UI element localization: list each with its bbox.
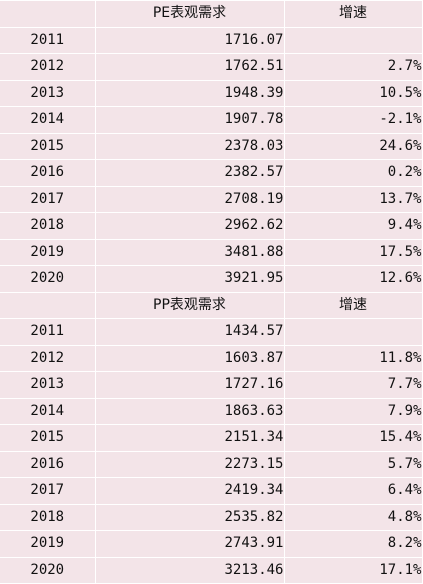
year-cell[interactable]: 2015 xyxy=(0,424,96,452)
demand-cell[interactable]: 2708.19 xyxy=(95,186,285,213)
year-cell[interactable]: 2020 xyxy=(0,557,96,584)
growth-cell[interactable]: 7.9% xyxy=(284,398,423,425)
growth-cell[interactable]: 2.7% xyxy=(284,53,423,81)
demand-cell[interactable]: 2962.62 xyxy=(95,212,285,240)
demand-cell[interactable]: 1863.63 xyxy=(95,398,285,425)
table-row: 2011 1716.07 xyxy=(0,27,423,54)
growth-cell[interactable]: 17.1% xyxy=(284,557,423,584)
header-year-cell[interactable] xyxy=(0,292,96,319)
pp-header-row: PP表观需求 增速 xyxy=(0,292,423,319)
table-row: 2018 2962.62 9.4% xyxy=(0,212,423,240)
table-row: 2020 3213.46 17.1% xyxy=(0,557,423,584)
table-row: 2016 2382.57 0.2% xyxy=(0,159,423,187)
demand-cell[interactable]: 1907.78 xyxy=(95,106,285,134)
pe-growth-header[interactable]: 增速 xyxy=(284,1,423,28)
year-cell[interactable]: 2016 xyxy=(0,159,96,187)
growth-cell[interactable]: 6.4% xyxy=(284,477,423,505)
demand-cell[interactable]: 2382.57 xyxy=(95,159,285,187)
pe-header-row: PE表观需求 增速 xyxy=(0,1,423,28)
table-row: 2015 2151.34 15.4% xyxy=(0,424,423,452)
year-cell[interactable]: 2013 xyxy=(0,80,96,107)
demand-cell[interactable]: 1716.07 xyxy=(95,27,285,54)
demand-cell[interactable]: 2378.03 xyxy=(95,133,285,160)
year-cell[interactable]: 2014 xyxy=(0,398,96,425)
demand-cell[interactable]: 1603.87 xyxy=(95,345,285,372)
table-row: 2019 3481.88 17.5% xyxy=(0,239,423,266)
demand-cell[interactable]: 3921.95 xyxy=(95,265,285,293)
table-row: 2014 1907.78 -2.1% xyxy=(0,106,423,134)
demand-cell[interactable]: 2743.91 xyxy=(95,530,285,558)
growth-cell[interactable]: 7.7% xyxy=(284,371,423,399)
growth-cell[interactable]: 9.4% xyxy=(284,212,423,240)
year-cell[interactable]: 2014 xyxy=(0,106,96,134)
year-cell[interactable]: 2018 xyxy=(0,504,96,531)
growth-cell[interactable]: 15.4% xyxy=(284,424,423,452)
year-cell[interactable]: 2016 xyxy=(0,451,96,478)
table-row: 2017 2708.19 13.7% xyxy=(0,186,423,213)
year-cell[interactable]: 2013 xyxy=(0,371,96,399)
growth-cell[interactable]: -2.1% xyxy=(284,106,423,134)
table-row: 2013 1727.16 7.7% xyxy=(0,371,423,399)
year-cell[interactable]: 2018 xyxy=(0,212,96,240)
demand-cell[interactable]: 3481.88 xyxy=(95,239,285,266)
demand-cell[interactable]: 3213.46 xyxy=(95,557,285,584)
year-cell[interactable]: 2020 xyxy=(0,265,96,293)
demand-cell[interactable]: 1434.57 xyxy=(95,318,285,346)
table-row: 2017 2419.34 6.4% xyxy=(0,477,423,505)
demand-cell[interactable]: 2151.34 xyxy=(95,424,285,452)
demand-cell[interactable]: 2419.34 xyxy=(95,477,285,505)
header-year-cell[interactable] xyxy=(0,1,96,28)
table-row: 2020 3921.95 12.6% xyxy=(0,265,423,293)
demand-cell[interactable]: 1762.51 xyxy=(95,53,285,81)
year-cell[interactable]: 2011 xyxy=(0,27,96,54)
demand-cell[interactable]: 2535.82 xyxy=(95,504,285,531)
year-cell[interactable]: 2015 xyxy=(0,133,96,160)
growth-cell[interactable]: 11.8% xyxy=(284,345,423,372)
demand-cell[interactable]: 1727.16 xyxy=(95,371,285,399)
growth-cell[interactable]: 24.6% xyxy=(284,133,423,160)
table-row: 2012 1762.51 2.7% xyxy=(0,53,423,81)
growth-cell[interactable]: 17.5% xyxy=(284,239,423,266)
year-cell[interactable]: 2017 xyxy=(0,186,96,213)
table-row: 2018 2535.82 4.8% xyxy=(0,504,423,531)
year-cell[interactable]: 2017 xyxy=(0,477,96,505)
pp-demand-header[interactable]: PP表观需求 xyxy=(95,292,285,319)
growth-cell[interactable]: 4.8% xyxy=(284,504,423,531)
year-cell[interactable]: 2011 xyxy=(0,318,96,346)
growth-cell[interactable]: 5.7% xyxy=(284,451,423,478)
year-cell[interactable]: 2019 xyxy=(0,530,96,558)
year-cell[interactable]: 2012 xyxy=(0,345,96,372)
demand-cell[interactable]: 1948.39 xyxy=(95,80,285,107)
growth-cell[interactable]: 0.2% xyxy=(284,159,423,187)
year-cell[interactable]: 2019 xyxy=(0,239,96,266)
table-row: 2019 2743.91 8.2% xyxy=(0,530,423,558)
year-cell[interactable]: 2012 xyxy=(0,53,96,81)
pp-growth-header[interactable]: 增速 xyxy=(284,292,423,319)
growth-cell[interactable]: 10.5% xyxy=(284,80,423,107)
table-row: 2011 1434.57 xyxy=(0,318,423,346)
demand-cell[interactable]: 2273.15 xyxy=(95,451,285,478)
table-row: 2014 1863.63 7.9% xyxy=(0,398,423,425)
growth-cell[interactable] xyxy=(284,318,423,346)
growth-cell[interactable]: 12.6% xyxy=(284,265,423,293)
table-row: 2016 2273.15 5.7% xyxy=(0,451,423,478)
table-row: 2013 1948.39 10.5% xyxy=(0,80,423,107)
growth-cell[interactable]: 13.7% xyxy=(284,186,423,213)
growth-cell[interactable]: 8.2% xyxy=(284,530,423,558)
table-row: 2012 1603.87 11.8% xyxy=(0,345,423,372)
growth-cell[interactable] xyxy=(284,27,423,54)
table-row: 2015 2378.03 24.6% xyxy=(0,133,423,160)
pe-demand-header[interactable]: PE表观需求 xyxy=(95,1,285,28)
